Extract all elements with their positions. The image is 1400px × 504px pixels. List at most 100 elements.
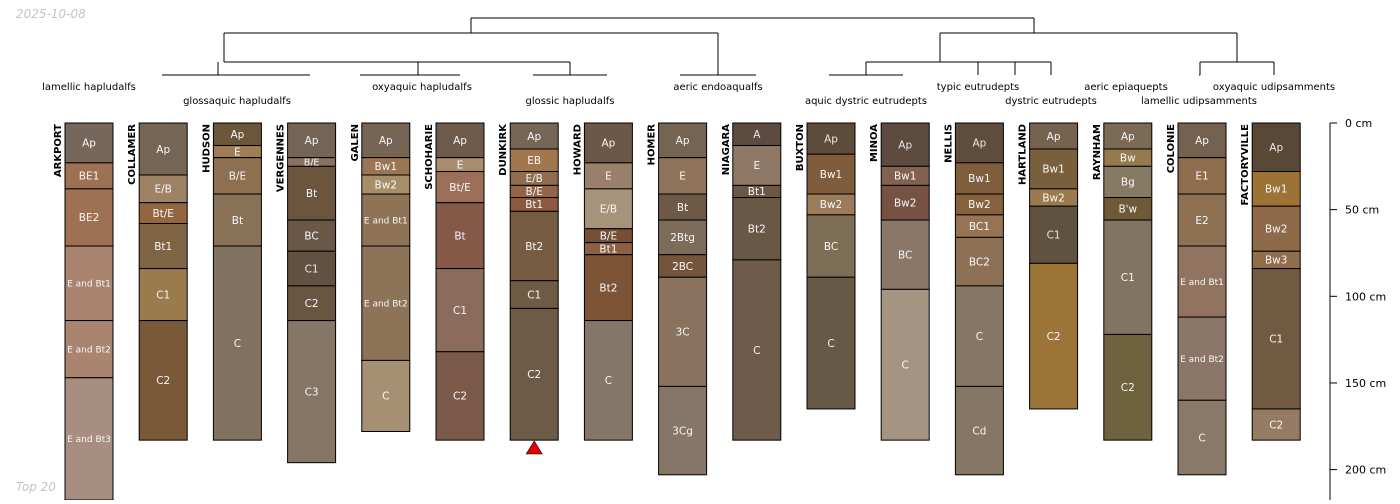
horizon-label: Bw1 xyxy=(820,169,842,181)
horizon xyxy=(732,197,782,261)
horizon-label: E and Bt3 xyxy=(67,435,111,445)
horizon-label: E and Bt2 xyxy=(67,345,111,355)
horizon-label: C2 xyxy=(156,375,170,387)
horizon xyxy=(138,174,188,204)
horizon-label: Bt xyxy=(677,202,688,214)
horizon-label: Cd xyxy=(972,425,986,437)
horizon xyxy=(658,385,708,476)
horizon xyxy=(658,157,708,195)
horizon-label: C3 xyxy=(305,386,319,398)
horizon xyxy=(1251,408,1301,441)
horizon-label: Ap xyxy=(1195,135,1209,147)
axis-tick-label: 100 cm xyxy=(1345,290,1386,303)
profile-name: COLONIE xyxy=(1166,124,1177,173)
depth-axis: 0 cm 50 cm 100 cm 150 cm 200 cm xyxy=(1329,117,1386,500)
horizon xyxy=(435,202,485,270)
horizon xyxy=(1177,399,1227,476)
profile-name: FACTORYVILLE xyxy=(1240,124,1251,206)
horizon-label: Bw2 xyxy=(894,197,916,209)
markers xyxy=(525,440,543,455)
horizon xyxy=(732,145,782,186)
horizon-label: C2 xyxy=(527,369,541,381)
horizon-label: E/B xyxy=(526,173,543,185)
profile-name: ARKPORT xyxy=(53,124,64,177)
horizon xyxy=(435,171,485,204)
horizon-label: C xyxy=(902,360,909,372)
horizon xyxy=(880,288,930,441)
footer-label: Top 20 xyxy=(16,480,56,494)
horizon-label: Ap xyxy=(1047,131,1061,143)
horizon-label: Bw2 xyxy=(375,179,397,191)
soil-profiles: Ap BE1 BE2 E and Bt1 E and Bt2 E and Bt3 ARKPO… xyxy=(53,122,1301,501)
horizon xyxy=(1177,245,1227,318)
horizon-label: C xyxy=(382,391,389,403)
horizon-label: C2 xyxy=(1269,419,1283,431)
horizon-label: Bt/E xyxy=(449,182,471,194)
horizon xyxy=(583,162,633,190)
horizon xyxy=(361,245,411,361)
horizon-label: E and Bt2 xyxy=(1180,355,1224,365)
horizon xyxy=(138,320,188,441)
horizon-label: C xyxy=(976,331,983,343)
horizon xyxy=(287,320,337,464)
profile-collamer: Ap E/B Bt/E Bt1 C1 C2 COLLAMER xyxy=(127,122,188,441)
horizon-label: B'w xyxy=(1118,204,1137,216)
horizon xyxy=(138,122,188,176)
profile-name: COLLAMER xyxy=(127,124,138,185)
horizon xyxy=(287,250,337,287)
horizon xyxy=(361,122,411,159)
subgroup-label: dystric eutrudepts xyxy=(1005,96,1097,107)
horizon xyxy=(658,276,708,387)
subgroup-label: aeric epiaquepts xyxy=(1084,82,1168,93)
subgroup-label: glossic hapludalfs xyxy=(525,96,614,107)
horizon-label: Bt2 xyxy=(748,223,766,235)
horizon xyxy=(954,236,1004,287)
horizon-label: BC1 xyxy=(969,221,990,233)
horizon-label: C1 xyxy=(1121,272,1135,284)
horizon-label: E and Bt2 xyxy=(364,299,408,309)
horizon xyxy=(1029,205,1079,264)
horizon xyxy=(1103,165,1153,199)
horizon-label: Ap xyxy=(1121,131,1135,143)
profile-name: HOWARD xyxy=(572,124,583,175)
horizon-label: E xyxy=(457,159,464,171)
profile-factoryville: Ap Bw1 Bw2 Bw3 C1 C2 FACTORYVILLE xyxy=(1240,122,1301,441)
horizon-label: C2 xyxy=(305,298,319,310)
axis-tick-label: 200 cm xyxy=(1345,464,1386,477)
profile-name: SCHOHARIE xyxy=(424,124,435,190)
horizon-label: C1 xyxy=(1047,230,1061,242)
horizon-label: E xyxy=(605,171,612,183)
horizon xyxy=(212,193,262,247)
horizon-label: E2 xyxy=(1195,215,1208,227)
horizon-label: C2 xyxy=(1121,382,1135,394)
horizon-label: A xyxy=(753,129,761,141)
profile-name: RAYNHAM xyxy=(1092,124,1103,180)
horizon-label: Ap xyxy=(898,139,912,151)
horizon-label: Bt1 xyxy=(525,199,543,211)
horizon xyxy=(138,268,188,322)
horizon-label: E/B xyxy=(155,184,172,196)
profile-colonie: Ap E1 E2 E and Bt1 E and Bt2 C COLONIE xyxy=(1166,122,1227,476)
horizon xyxy=(138,223,188,270)
horizon-label: EB xyxy=(527,155,541,167)
horizon xyxy=(806,122,856,155)
horizon-label: Ap xyxy=(601,138,615,150)
horizon-label: Ap xyxy=(82,138,96,150)
horizon-label: Ap xyxy=(453,135,467,147)
profile-name: VERGENNES xyxy=(276,124,287,192)
horizon-label: Bt1 xyxy=(748,186,766,198)
horizon xyxy=(806,214,856,278)
horizon-label: Bw xyxy=(1120,152,1136,164)
horizon xyxy=(1103,122,1153,150)
profile-name: HUDSON xyxy=(201,124,212,173)
profile-vergennes: Ap B/E Bt BC C1 C2 C3 VERGENNES xyxy=(276,122,337,464)
horizon xyxy=(509,307,559,441)
horizon-label: E/B xyxy=(600,204,617,216)
profile-name: GALEN xyxy=(350,124,361,162)
horizon xyxy=(1029,148,1079,190)
horizon xyxy=(1251,205,1301,252)
horizon-label: E and Bt1 xyxy=(364,216,408,226)
horizon xyxy=(1251,122,1301,173)
